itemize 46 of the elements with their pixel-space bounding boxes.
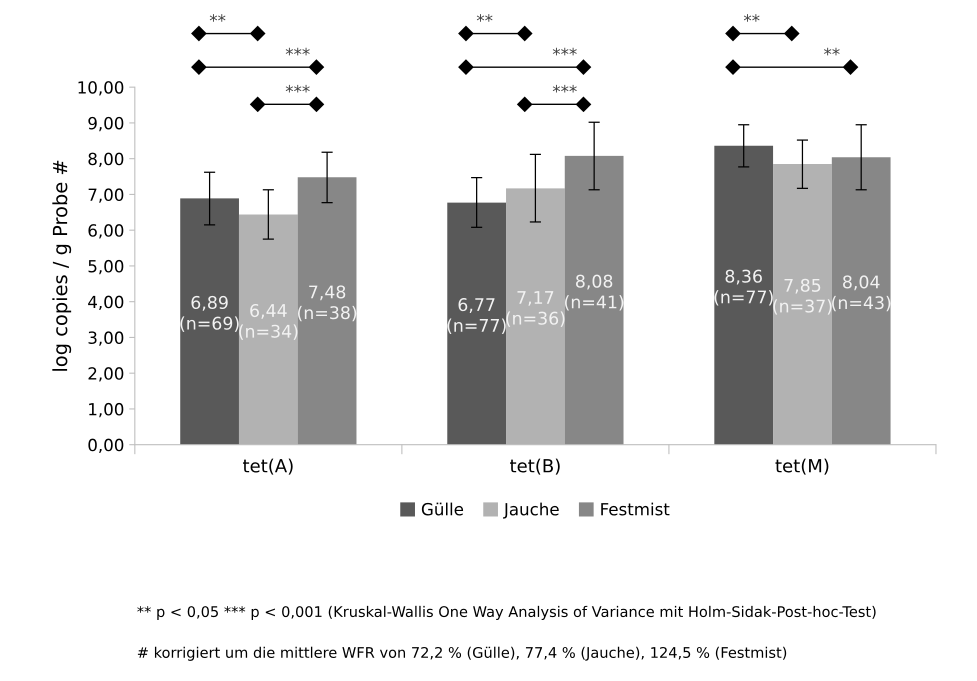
data-label: 7,48 (n=38) [298,285,356,322]
x-tick-label: tet(B) [510,458,560,475]
bar [564,156,624,445]
data-label: 6,77 (n=77) [448,298,506,334]
y-tick-label: 6,00 [88,224,124,238]
bar [238,214,298,445]
y-tick-label: 2,00 [88,367,124,382]
text: ** p < 0,05 *** p < 0,001 (Kruskal-Wallis One Way Analysis of Variance mit Holm-Sidak-Post-hoc-Test) [137,606,876,620]
data-label: 7,85 (n=37) [773,278,832,315]
y-tick-label: 7,00 [88,188,124,203]
text: # korrigiert um die mittlere WFR von 72,2 % (Gülle), 77,4 % (Jauche), 124,5 % (Festmist) [138,646,786,661]
legend-label: Festmist [601,502,670,516]
data-label: 6,89 (n=69) [180,296,239,332]
bar [506,188,565,445]
text: ** [824,48,840,56]
annotation: *** [286,84,310,93]
data-label: 8,08 (n=41) [565,274,624,311]
legend-label: Gülle [422,502,464,516]
data-label: 6,44 (n=34) [239,304,298,340]
data-label: 8,04 (n=43) [832,275,890,312]
bar [773,164,832,445]
y-tick-label: 0,00 [88,438,124,453]
text: ** [210,14,226,22]
y-tick-label: 10,00 [78,81,124,96]
y-tick-label: 3,00 [88,331,124,346]
y-tick-label: 5,00 [88,260,124,274]
text: *** [552,48,577,56]
text: *** [286,48,310,56]
y-tick-label: 4,00 [88,296,124,310]
y-tick-label: 1,00 [89,402,124,418]
text: ** [476,14,492,22]
legend-label: Jauche [503,502,559,519]
y-tick-label: 9,00 [88,116,124,132]
bar [832,157,891,445]
y-axis-title: log copies / g Probe # [52,160,72,371]
data-label: 8,36 (n=77) [714,270,773,306]
bar [180,198,239,445]
x-tick-label: tet(A) [242,458,293,475]
text: ** [744,14,760,22]
data-label: 7,17 (n=36) [506,291,564,327]
bar [714,146,774,445]
bar [298,177,356,445]
x-tick-label: tet(M) [775,458,828,475]
bar [447,202,506,445]
y-tick-label: 8,00 [88,152,124,167]
annotation: *** [552,84,577,93]
